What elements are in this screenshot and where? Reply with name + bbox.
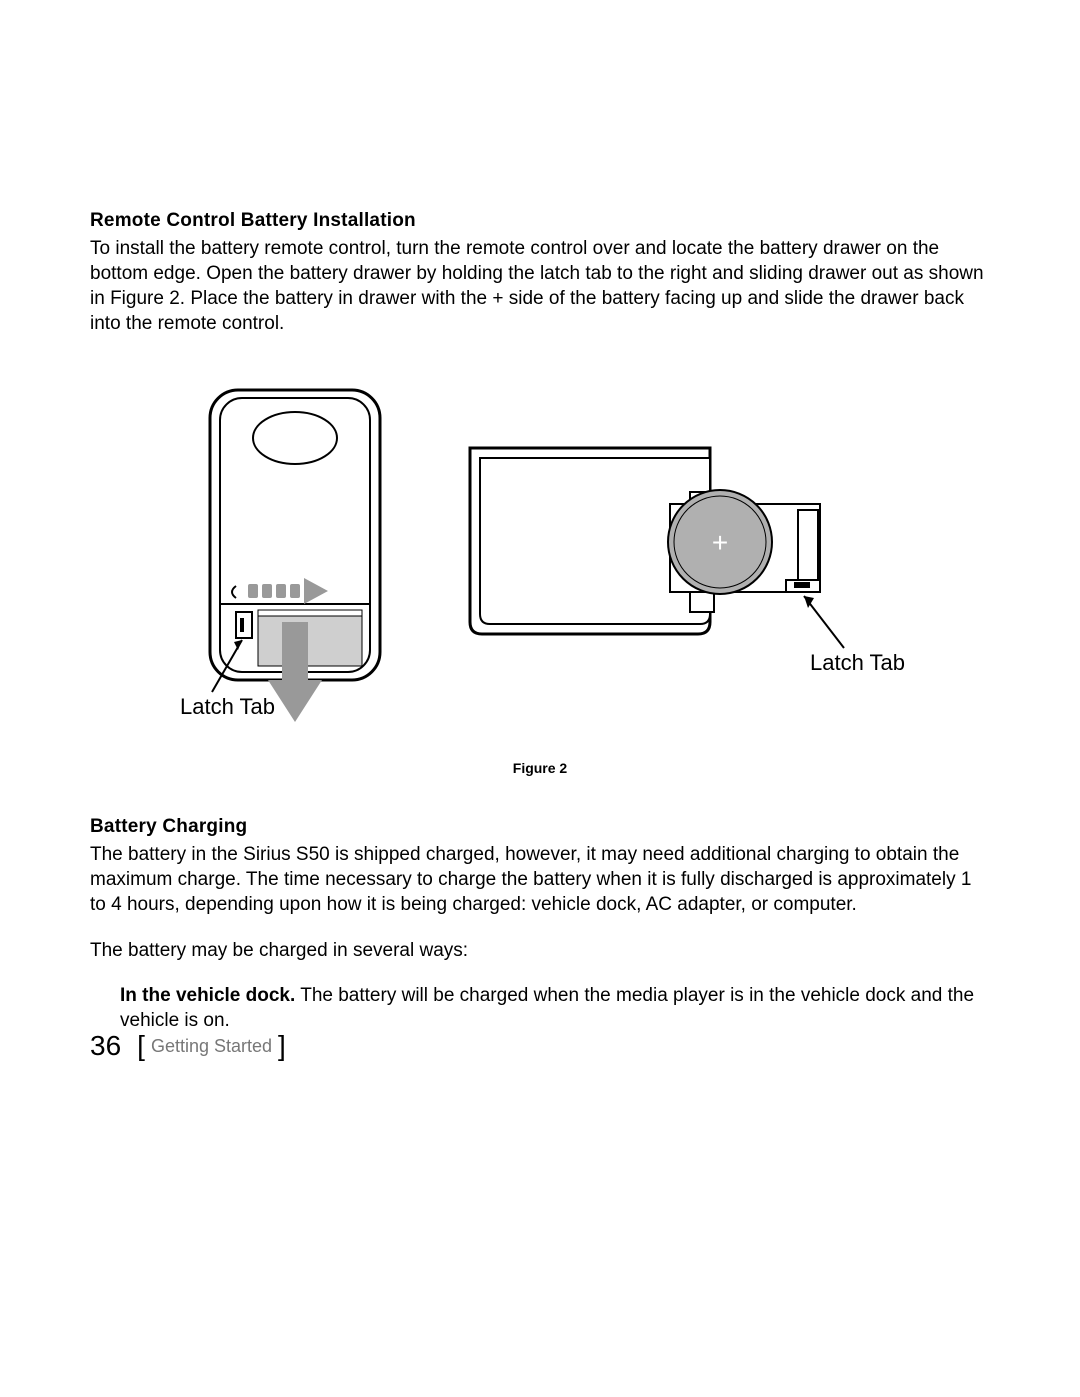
- latch-tab-label-right: Latch Tab: [810, 650, 905, 675]
- page-number: 36: [90, 1030, 121, 1062]
- figure-caption: Figure 2: [513, 760, 567, 776]
- section2-body1: The battery in the Sirius S50 is shipped…: [90, 842, 990, 917]
- section1-heading: Remote Control Battery Installation: [90, 210, 990, 232]
- footer-section-label: Getting Started: [151, 1036, 272, 1057]
- battery-installation-diagram: Latch Tab +: [150, 382, 930, 742]
- section2-body2: The battery may be charged in several wa…: [90, 938, 990, 963]
- bracket-close: ]: [278, 1030, 286, 1062]
- figure-2: Latch Tab +: [90, 382, 990, 776]
- section2-bullet1: In the vehicle dock. The battery will be…: [120, 983, 990, 1033]
- section2-heading: Battery Charging: [90, 816, 990, 838]
- page-footer: 36 [ Getting Started ]: [90, 1030, 286, 1062]
- manual-page: Remote Control Battery Installation To i…: [0, 0, 1080, 1397]
- battery-plus-symbol: +: [712, 527, 728, 558]
- latch-tab-label-left: Latch Tab: [180, 694, 275, 719]
- bullet1-bold: In the vehicle dock.: [120, 985, 295, 1006]
- bracket-open: [: [137, 1030, 145, 1062]
- section1-body: To install the battery remote control, t…: [90, 236, 990, 336]
- section2: Battery Charging The battery in the Siri…: [90, 816, 990, 1032]
